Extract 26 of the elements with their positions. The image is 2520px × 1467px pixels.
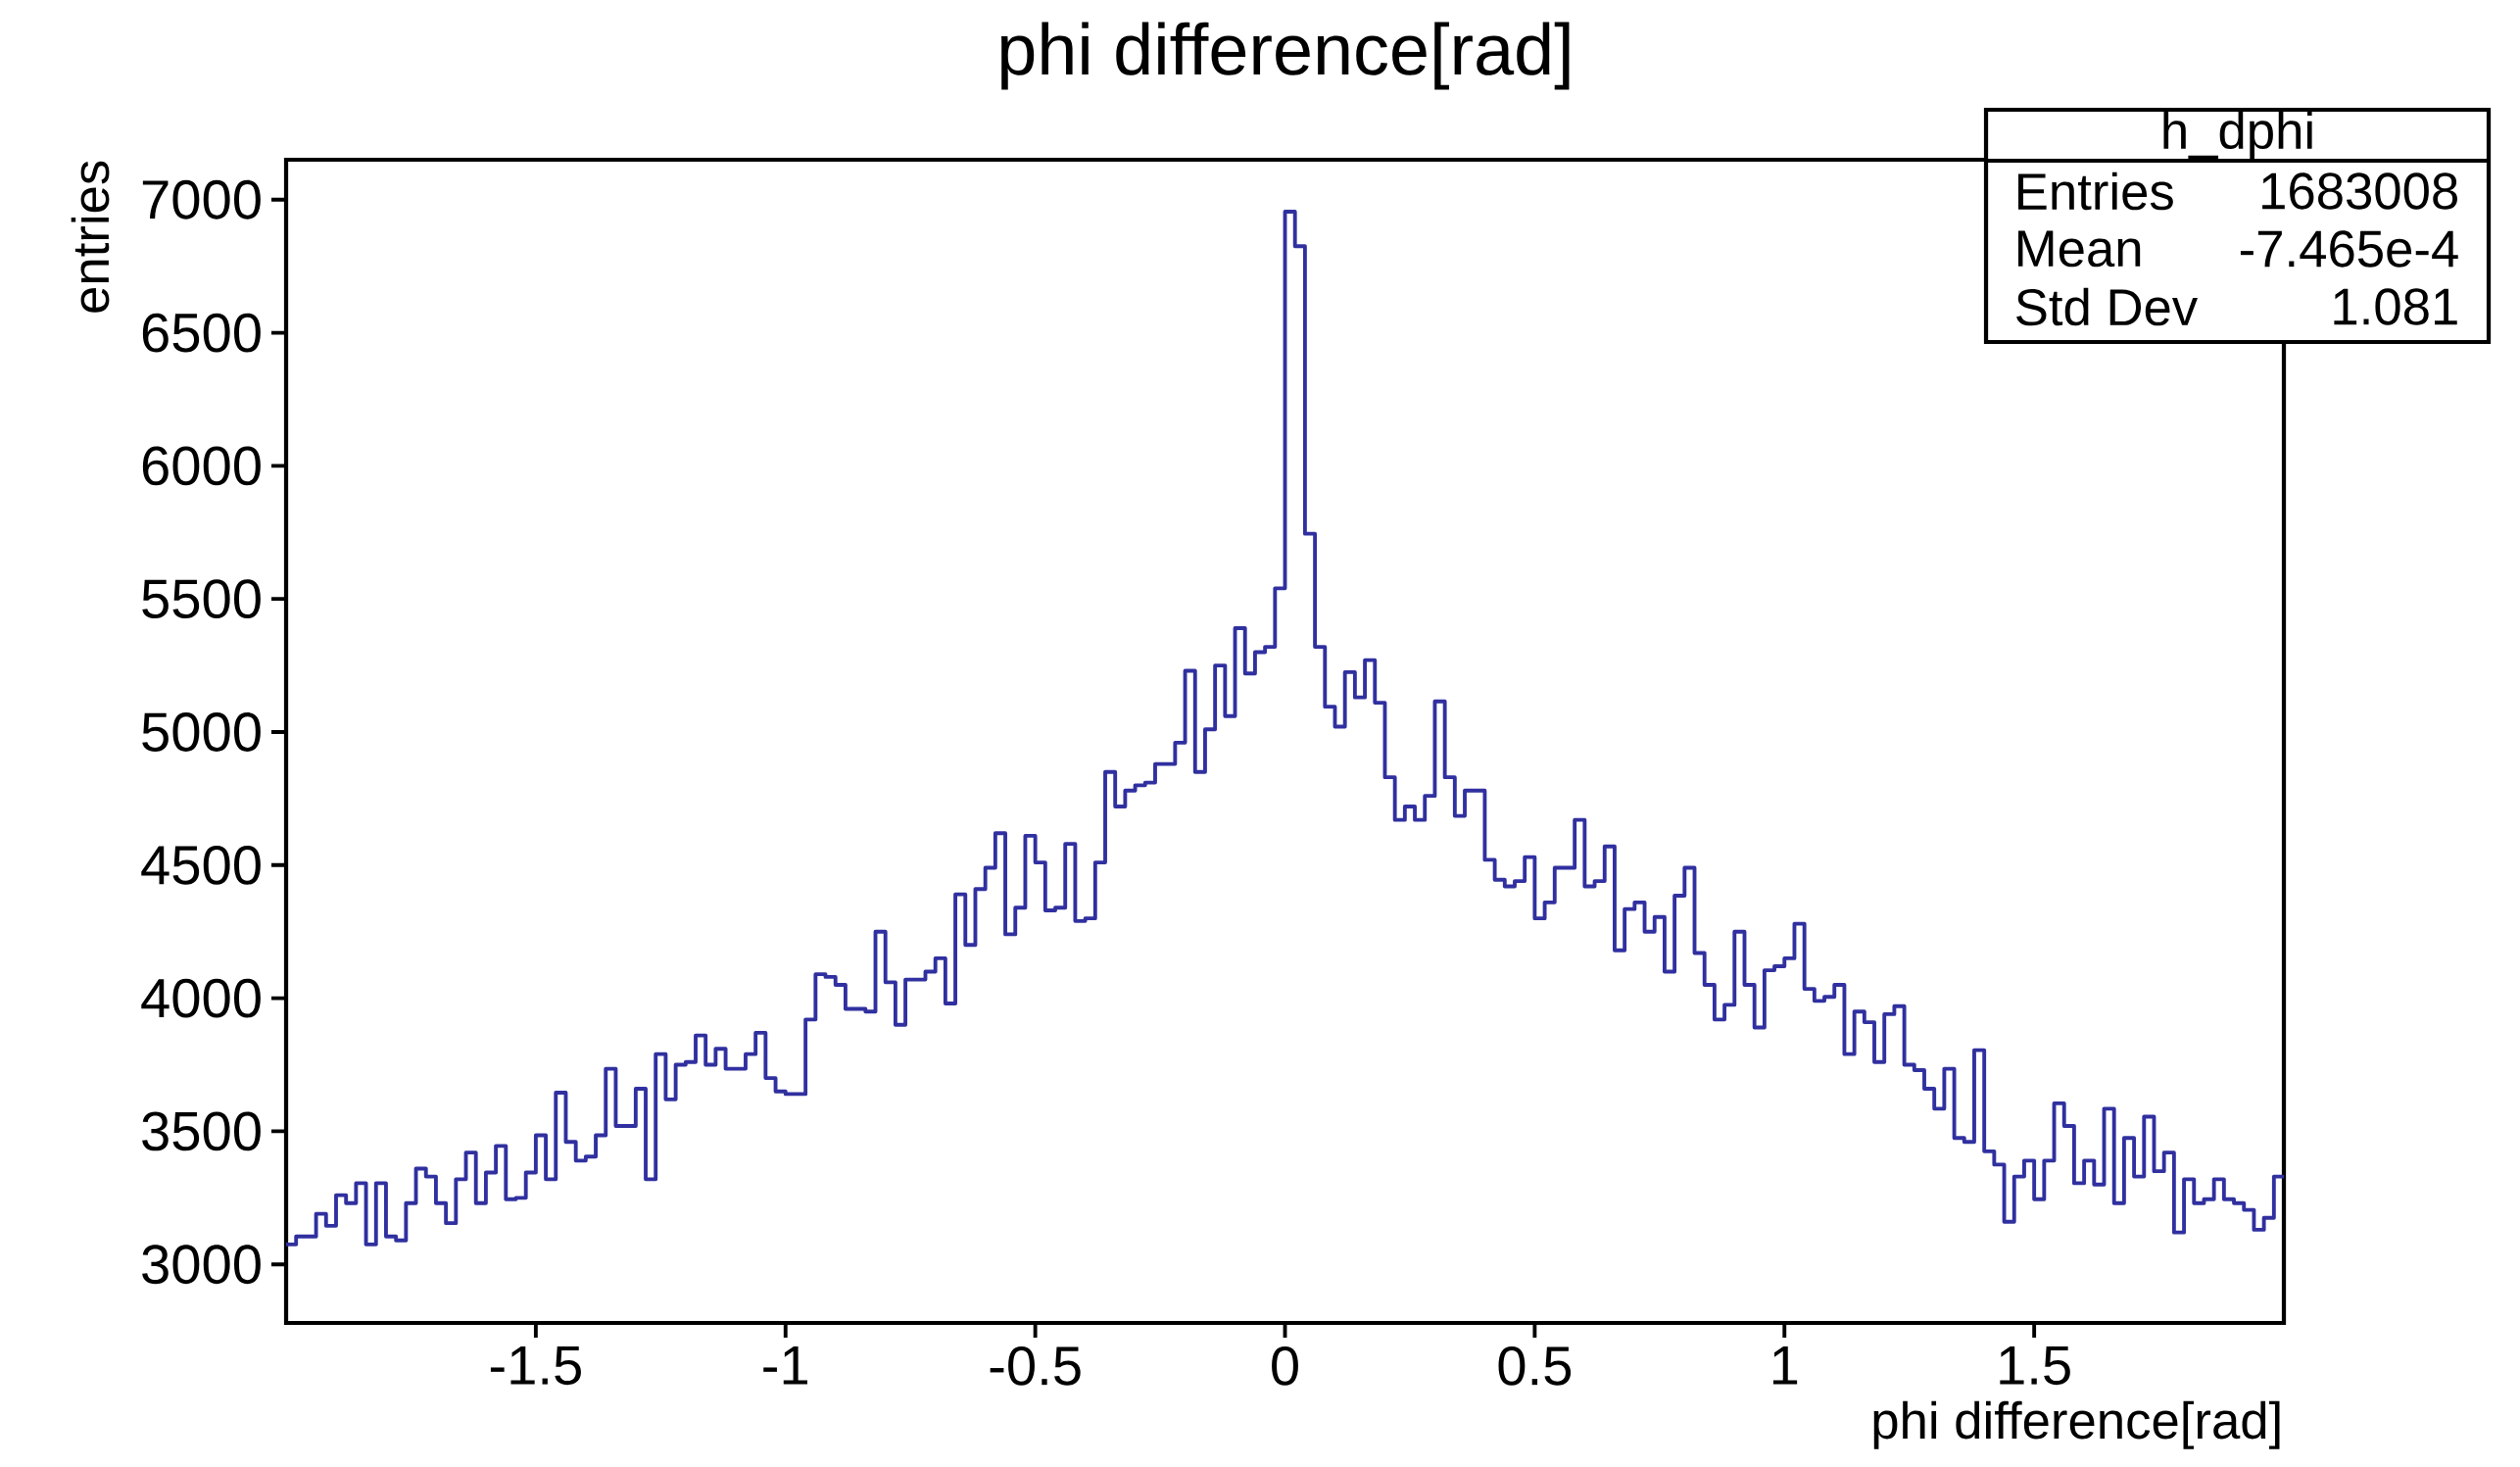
y-tick-label: 7000 xyxy=(142,179,261,220)
y-tick-label: 5000 xyxy=(142,712,261,752)
y-tick-label: 6500 xyxy=(142,313,261,353)
x-tick-label: -1.5 xyxy=(490,1345,581,1386)
y-tick-label: 6000 xyxy=(142,446,261,486)
annotation: 1683008 xyxy=(2262,172,2457,210)
annotation: -7.465e-4 xyxy=(2240,230,2458,268)
y-tick-label: 3000 xyxy=(142,1245,261,1285)
chart-title: phi difference[rad] xyxy=(1001,22,1570,90)
y-tick-label: 3500 xyxy=(142,1111,261,1151)
x-tick-label: -1 xyxy=(763,1345,807,1385)
y-tick-label: 4000 xyxy=(141,978,261,1018)
x-tick-label: -0.5 xyxy=(990,1345,1081,1386)
x-tick-label: 1.5 xyxy=(2000,1345,2070,1386)
text: 1.081 xyxy=(2334,288,2457,325)
x-tick-label: 0 xyxy=(1272,1345,1298,1386)
annotation: Mean xyxy=(2018,230,2141,268)
y-tick-label: 4500 xyxy=(141,845,261,885)
y-tick-label: 5500 xyxy=(142,579,261,619)
x-tick-label: 1 xyxy=(1772,1345,1798,1385)
annotation: Std Dev xyxy=(2016,287,2199,326)
text: h_dphi xyxy=(2163,111,2312,160)
y-axis-title: entries xyxy=(71,161,110,313)
x-axis-title: phi difference[rad] xyxy=(1873,1400,2280,1449)
x-tick-label: 0.5 xyxy=(1498,1345,1572,1386)
annotation: Entries xyxy=(2018,171,2173,211)
